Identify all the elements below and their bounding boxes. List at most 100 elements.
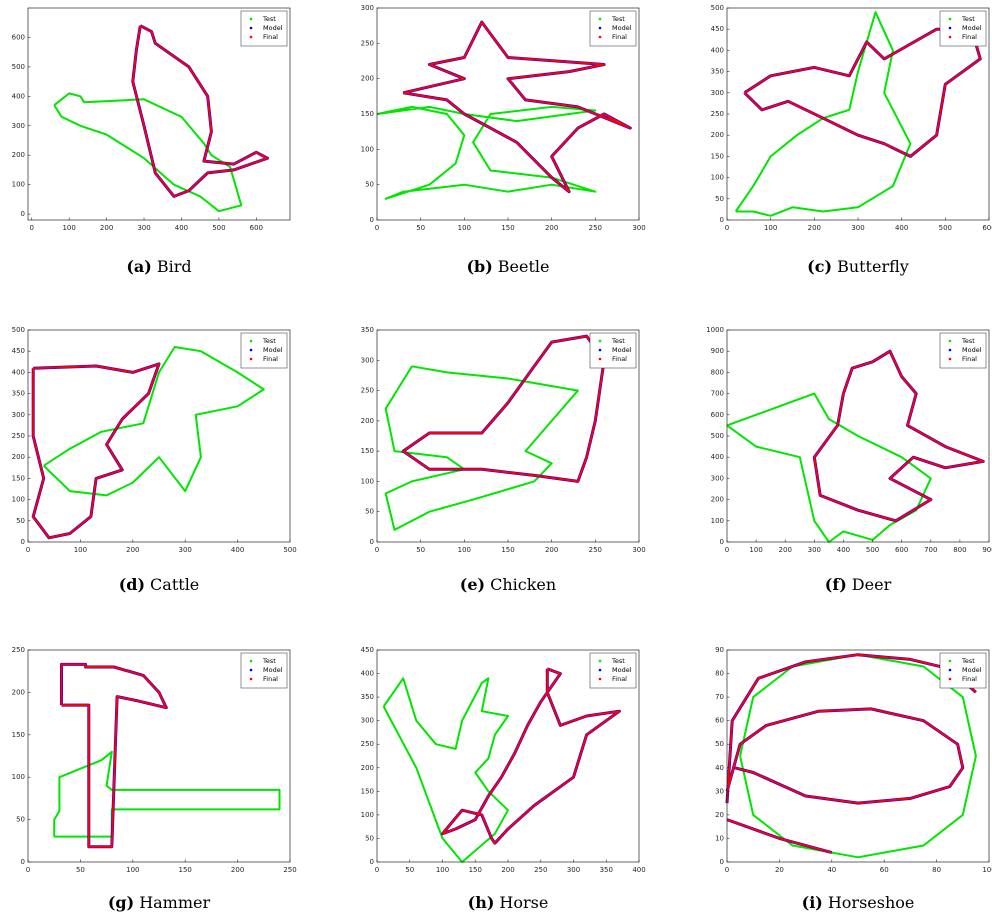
x-tick-label: 500 (939, 224, 952, 232)
y-tick-label: 200 (711, 496, 724, 504)
x-tick-label: 50 (416, 224, 425, 232)
caption-text: Horseshoe (828, 893, 915, 912)
panel: 050100150200250050100150200250TestModelF… (12, 646, 297, 912)
caption-label: (d) (119, 575, 145, 594)
caption-label: (i) (802, 893, 823, 912)
legend-label: Test (961, 337, 975, 345)
x-tick-label: 0 (725, 546, 729, 554)
caption-label: (h) (468, 893, 495, 912)
y-tick-label: 20 (715, 811, 724, 819)
x-tick-label: 200 (808, 224, 821, 232)
y-tick-label: 400 (711, 46, 724, 54)
x-tick-label: 300 (179, 546, 192, 554)
y-tick-label: 250 (361, 39, 374, 47)
y-tick-label: 200 (711, 131, 724, 139)
x-tick-label: 350 (600, 866, 613, 874)
caption: (c)Butterfly (807, 257, 909, 276)
x-tick-label: 400 (231, 546, 244, 554)
y-tick-label: 70 (715, 693, 724, 701)
x-tick-label: 250 (589, 224, 602, 232)
legend-label: Test (611, 657, 625, 665)
legend-label: Final (612, 33, 627, 41)
y-tick-label: 90 (715, 646, 724, 654)
legend-label: Test (262, 15, 276, 23)
legend-marker (949, 660, 952, 663)
y-tick-label: 50 (365, 181, 374, 189)
legend-label: Final (962, 675, 977, 683)
y-tick-label: 350 (361, 693, 374, 701)
legend-label: Model (263, 24, 283, 32)
legend-marker (599, 27, 602, 30)
x-tick-label: 100 (764, 224, 777, 232)
y-tick-label: 300 (12, 122, 25, 130)
x-tick-label: 200 (545, 224, 558, 232)
legend-marker (599, 349, 602, 352)
x-tick-label: 0 (725, 866, 729, 874)
y-tick-label: 100 (361, 811, 374, 819)
y-tick-label: 0 (370, 538, 374, 546)
legend-marker (250, 678, 253, 681)
x-tick-label: 150 (501, 546, 514, 554)
y-tick-label: 500 (711, 4, 724, 12)
y-tick-label: 150 (361, 787, 374, 795)
x-tick-label: 300 (851, 224, 864, 232)
y-tick-label: 100 (361, 145, 374, 153)
y-tick-label: 700 (711, 390, 724, 398)
caption: (f)Deer (825, 575, 892, 594)
caption-label: (f) (825, 575, 847, 594)
legend-label: Model (263, 346, 283, 354)
x-tick-label: 600 (250, 224, 263, 232)
y-tick-label: 450 (12, 347, 25, 355)
y-tick-label: 100 (361, 477, 374, 485)
y-tick-label: 900 (711, 347, 724, 355)
x-tick-label: 0 (26, 546, 30, 554)
x-tick-label: 500 (866, 546, 879, 554)
y-tick-label: 0 (720, 538, 724, 546)
caption-text: Beetle (498, 257, 550, 276)
x-tick-label: 200 (779, 546, 792, 554)
x-tick-label: 700 (924, 546, 937, 554)
legend-label: Model (263, 666, 283, 674)
caption: (d) Cattle (119, 575, 200, 594)
x-tick-label: 80 (932, 866, 941, 874)
y-tick-label: 800 (711, 368, 724, 376)
caption-text: Cattle (150, 575, 199, 594)
caption: (i) Horseshoe (802, 893, 915, 912)
caption: (e)Chicken (460, 575, 556, 594)
legend-marker (250, 358, 253, 361)
y-tick-label: 400 (12, 368, 25, 376)
y-tick-label: 30 (715, 787, 724, 795)
y-tick-label: 300 (361, 4, 374, 12)
x-tick-label: 100 (74, 546, 87, 554)
y-tick-label: 250 (12, 646, 25, 654)
y-tick-label: 400 (711, 453, 724, 461)
y-tick-label: 100 (12, 773, 25, 781)
panel: 0501001502002503003504000501001502002503… (361, 646, 646, 912)
y-tick-label: 250 (711, 110, 724, 118)
legend-marker (250, 18, 253, 21)
y-tick-label: 450 (361, 646, 374, 654)
y-tick-label: 500 (711, 432, 724, 440)
legend-marker (250, 27, 253, 30)
legend-marker (599, 18, 602, 21)
y-tick-label: 200 (12, 453, 25, 461)
y-tick-label: 60 (715, 717, 724, 725)
x-tick-label: 0 (375, 866, 379, 874)
y-tick-label: 600 (12, 33, 25, 41)
x-tick-label: 300 (808, 546, 821, 554)
caption-text: Butterfly (837, 257, 909, 276)
legend-label: Model (962, 346, 982, 354)
y-tick-label: 200 (12, 688, 25, 696)
y-tick-label: 50 (365, 834, 374, 842)
legend-marker (250, 36, 253, 39)
y-tick-label: 350 (711, 68, 724, 76)
x-tick-label: 500 (212, 224, 225, 232)
caption-text: Hammer (139, 893, 210, 912)
x-tick-label: 300 (632, 224, 645, 232)
x-tick-label: 200 (126, 546, 139, 554)
caption-label: (b) (466, 257, 492, 276)
y-tick-label: 0 (370, 216, 374, 224)
y-tick-label: 50 (715, 740, 724, 748)
y-tick-label: 450 (711, 25, 724, 33)
legend-label: Test (262, 337, 276, 345)
